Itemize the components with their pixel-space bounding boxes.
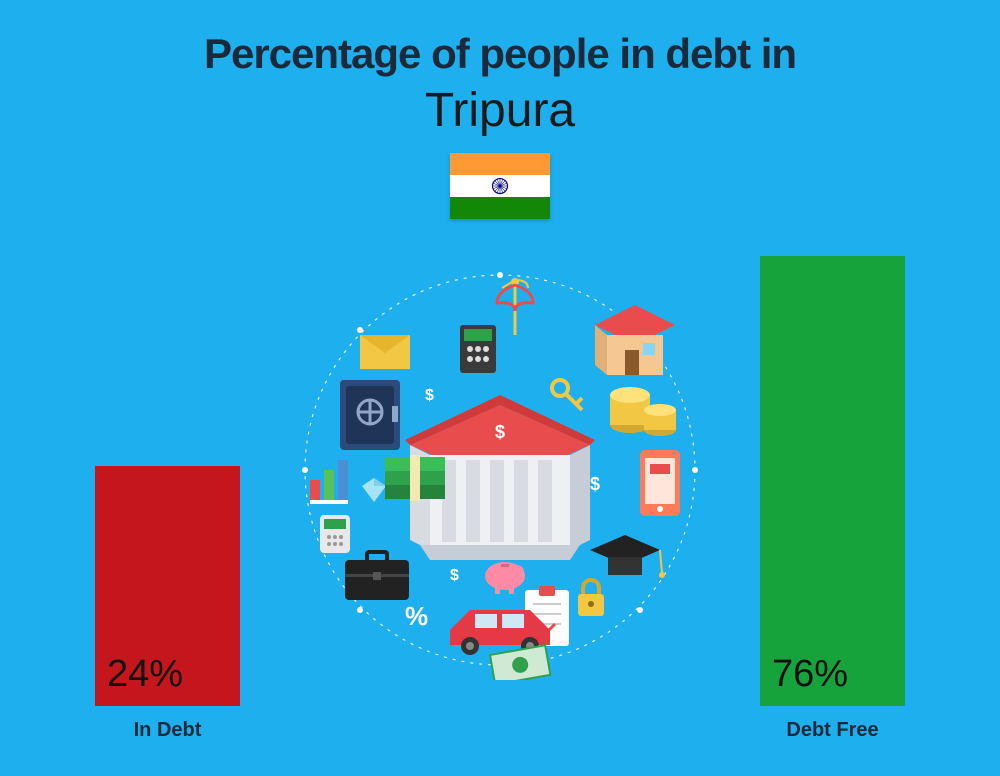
bar-in-debt: 24% bbox=[95, 466, 240, 706]
india-flag-icon bbox=[450, 153, 550, 219]
flag-saffron-stripe bbox=[450, 153, 550, 175]
bar-chart: 24% 76% bbox=[0, 266, 1000, 706]
bar-in-debt-label: In Debt bbox=[95, 719, 240, 742]
bar-debt-free: 76% bbox=[760, 256, 905, 706]
title-main: Percentage of people in debt in bbox=[0, 0, 1000, 78]
title-sub: Tripura bbox=[0, 83, 1000, 138]
bar-in-debt-value: 24% bbox=[107, 653, 183, 696]
ashoka-chakra-icon bbox=[491, 177, 509, 195]
bar-debt-free-value: 76% bbox=[772, 653, 848, 696]
flag-green-stripe bbox=[450, 197, 550, 219]
bar-debt-free-label: Debt Free bbox=[760, 719, 905, 742]
flag-white-stripe bbox=[450, 175, 550, 197]
